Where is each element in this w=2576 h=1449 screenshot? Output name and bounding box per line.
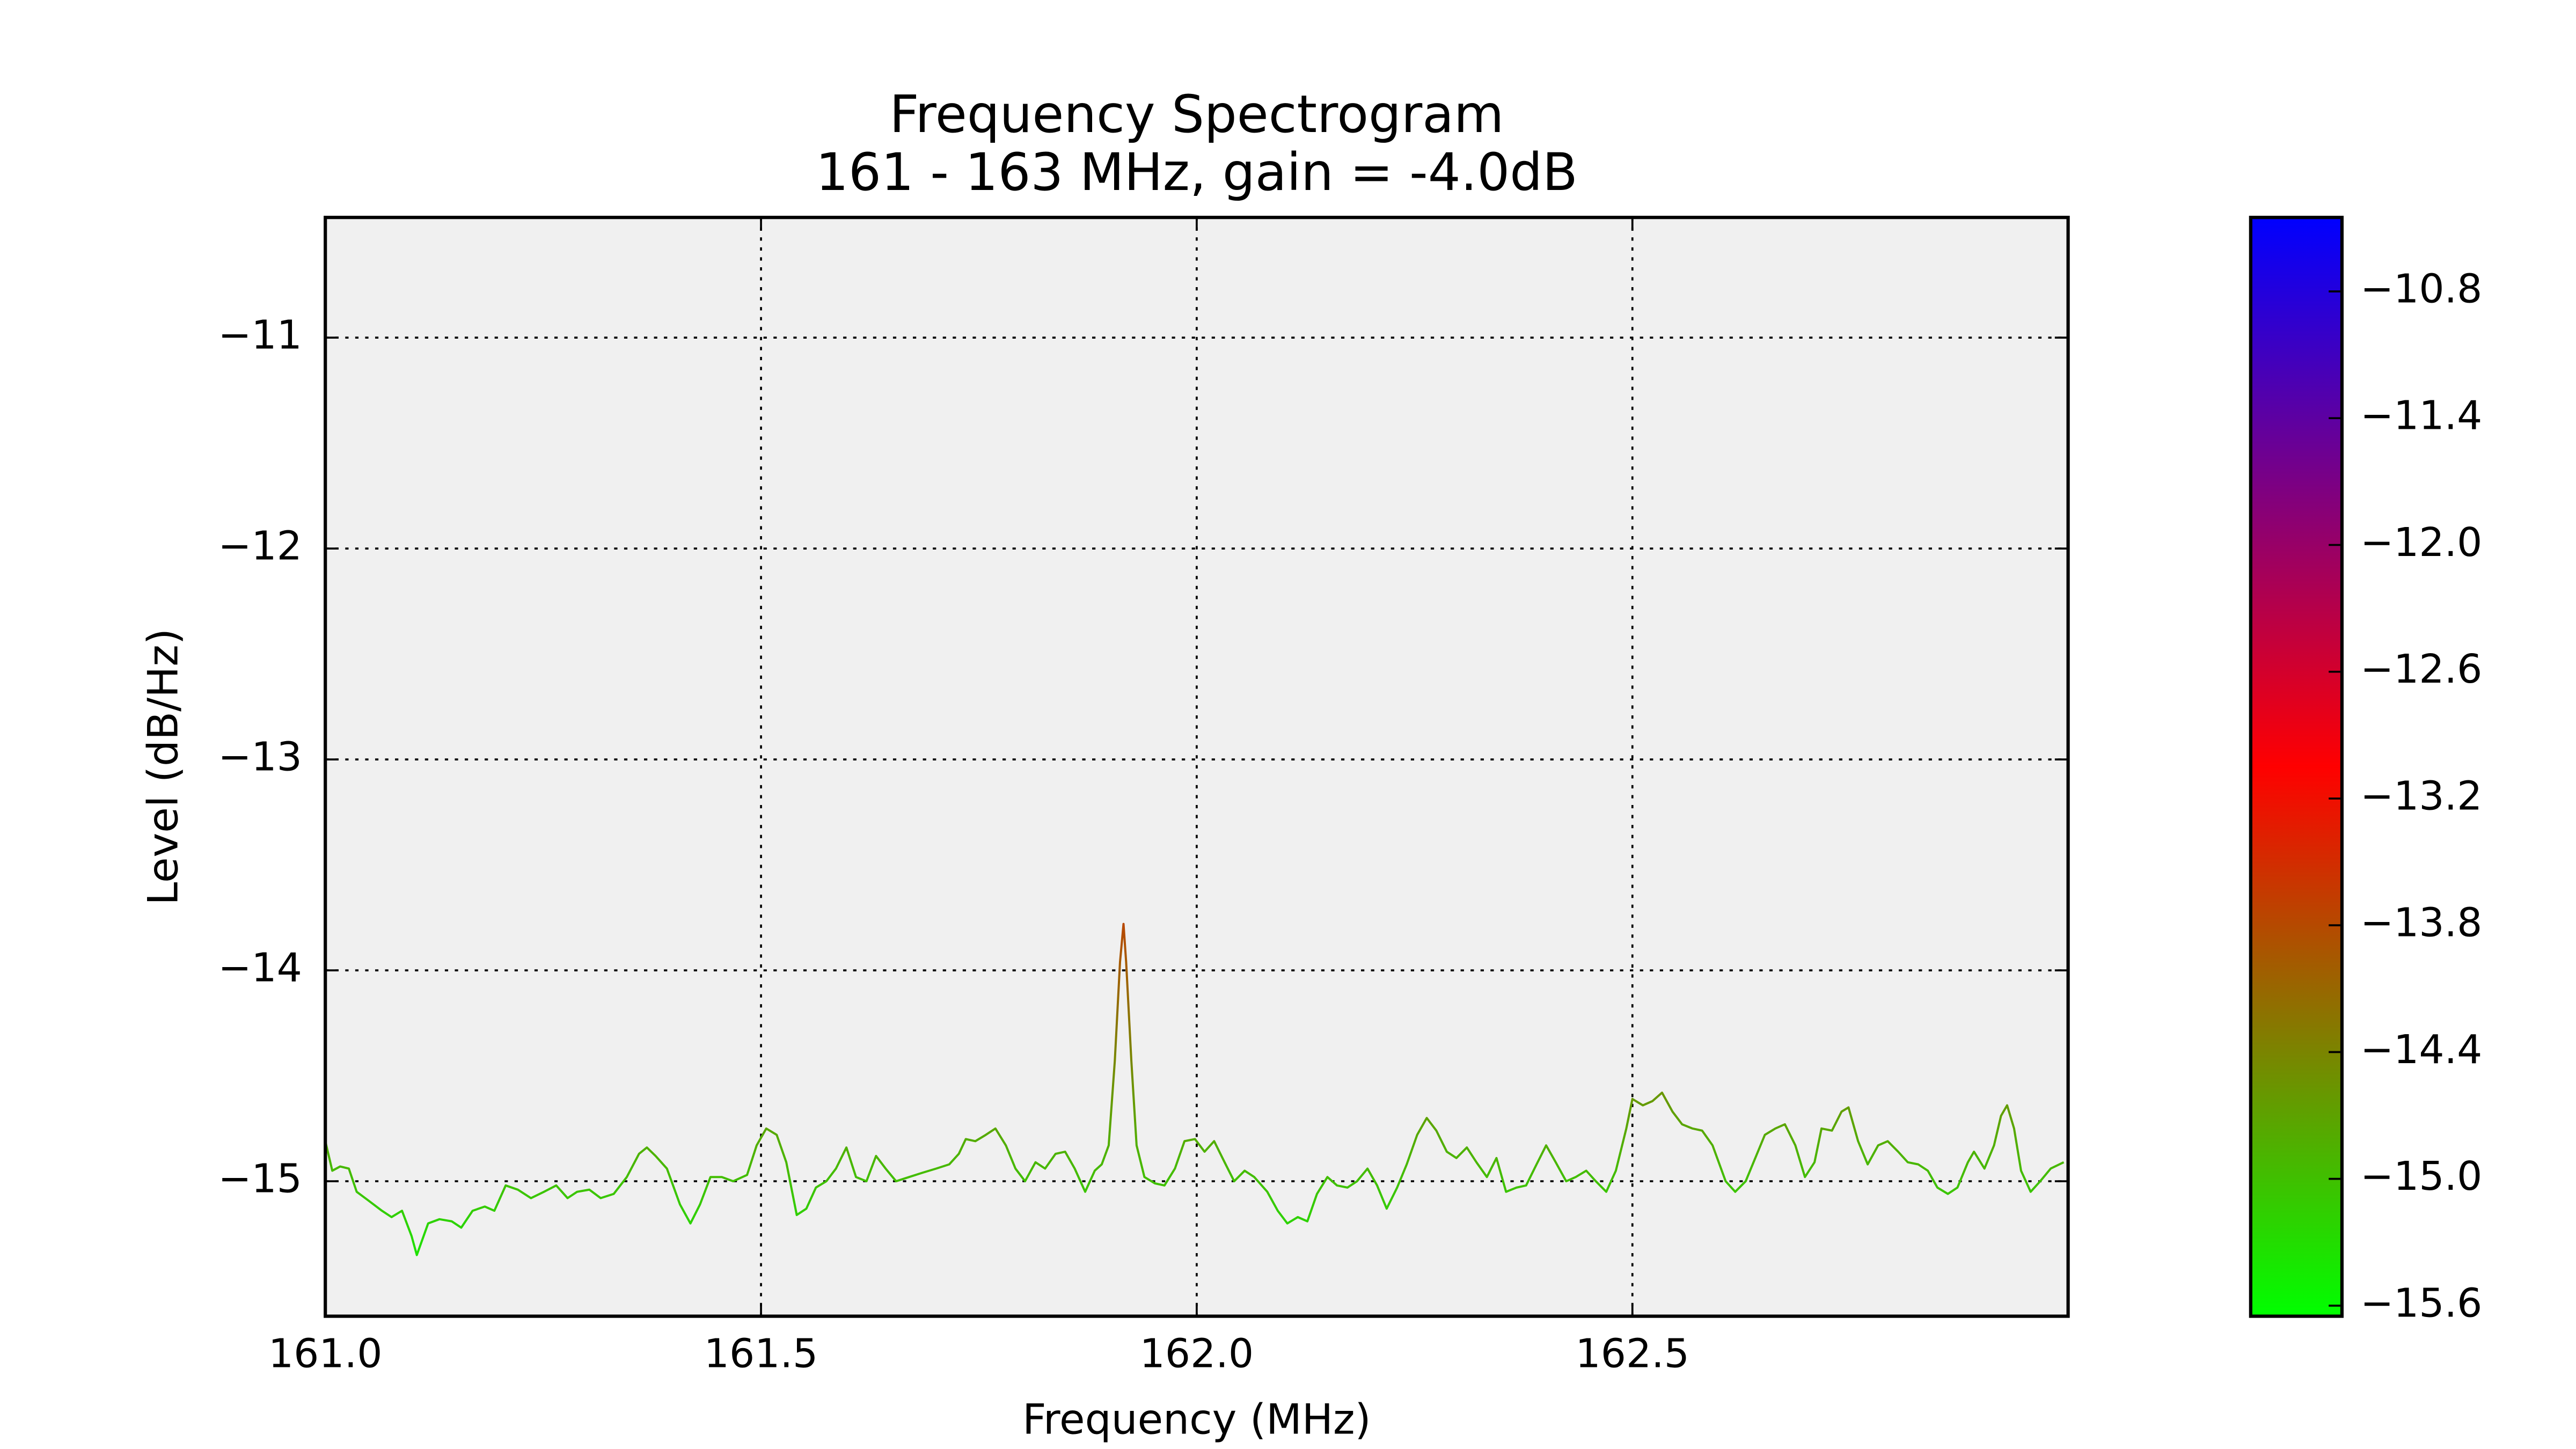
colorbar-tick-label: −10.8 [2360, 265, 2482, 312]
colorbar-tick-label: −11.4 [2360, 392, 2482, 439]
x-tick-label: 161.5 [704, 1330, 818, 1377]
y-axis-label: Level (dB/Hz) [139, 628, 187, 905]
y-tick-label: −14 [218, 945, 302, 991]
colorbar-tick-label: −15.6 [2360, 1279, 2482, 1326]
colorbar-tick-label: −15.0 [2360, 1153, 2482, 1199]
y-tick-label: −11 [218, 312, 302, 358]
plot-frame [324, 216, 2070, 1318]
x-tick-label: 162.0 [1140, 1330, 1254, 1377]
x-tick-label: 162.5 [1576, 1330, 1689, 1377]
y-tick-label: −13 [218, 734, 302, 780]
y-tick-label: −15 [218, 1155, 302, 1202]
colorbar-tick-label: −12.6 [2360, 646, 2482, 692]
chart-subtitle: 161 - 163 MHz, gain = -4.0dB [816, 142, 1578, 202]
y-tick-label: −12 [218, 523, 302, 569]
colorbar-tick-label: −13.2 [2360, 772, 2482, 819]
colorbar-tick-label: −14.4 [2360, 1026, 2482, 1073]
colorbar-tick-label: −13.8 [2360, 899, 2482, 946]
colorbar-tick-label: −12.0 [2360, 519, 2482, 566]
chart-title: Frequency Spectrogram [889, 84, 1504, 144]
colorbar [2249, 216, 2344, 1318]
x-tick-label: 161.0 [268, 1330, 382, 1377]
spectrum-line [324, 923, 2065, 1256]
x-axis-label: Frequency (MHz) [1022, 1396, 1371, 1444]
